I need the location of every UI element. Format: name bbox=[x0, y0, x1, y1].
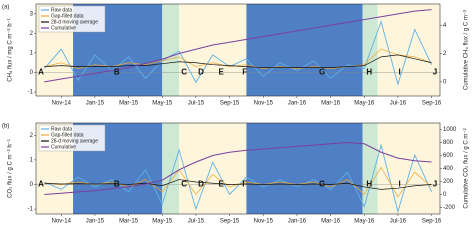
y2-axis-label: Cumulative CO₂ flux / g C m⁻² bbox=[464, 128, 470, 208]
period-shade bbox=[246, 123, 363, 214]
series-line bbox=[44, 141, 432, 195]
y-tick-label: 1 bbox=[30, 157, 34, 163]
y-tick-label: 0 bbox=[30, 70, 34, 76]
legend-label: Raw data bbox=[51, 126, 72, 132]
y2-tick-label: 0 bbox=[443, 79, 447, 85]
x-tick-label: May-15 bbox=[152, 101, 173, 107]
legend-label: Gap-filled data bbox=[51, 13, 84, 19]
period-label: H bbox=[366, 180, 372, 189]
y-tick-label: 1 bbox=[30, 51, 34, 57]
y2-tick-label: 0 bbox=[443, 192, 447, 198]
period-label: G bbox=[319, 68, 325, 77]
period-label: I bbox=[398, 68, 400, 77]
legend-label: 28-d moving average bbox=[51, 19, 98, 25]
y-tick-label: 2 bbox=[30, 31, 34, 37]
x-tick-label: Jul-15 bbox=[188, 101, 205, 107]
x-tick-label: Sep-16 bbox=[422, 101, 442, 107]
y2-tick-label: 200 bbox=[443, 179, 454, 185]
period-label: C bbox=[181, 180, 187, 189]
y2-tick-label: -200 bbox=[443, 205, 456, 211]
period-shade bbox=[246, 4, 363, 96]
x-tick-label: Nov-14 bbox=[52, 219, 72, 225]
period-label: I bbox=[398, 180, 400, 189]
period-label: H bbox=[366, 68, 372, 77]
x-tick-label: Mar-15 bbox=[119, 219, 139, 225]
legend-label: Raw data bbox=[51, 7, 72, 13]
period-shade bbox=[377, 123, 440, 214]
period-shade bbox=[179, 4, 247, 96]
y2-tick-label: 400 bbox=[443, 166, 454, 172]
y2-tick-label: 2 bbox=[443, 51, 447, 57]
period-shade bbox=[179, 123, 247, 214]
y-axis-label: CO₂ flux / g C m⁻² h⁻¹ bbox=[8, 139, 14, 198]
y2-axis-label: Cumulative CH₄ flux / g C m⁻² bbox=[464, 10, 470, 90]
panel-title: (b) bbox=[2, 124, 9, 130]
x-tick-label: Nov-15 bbox=[254, 219, 274, 225]
x-tick-label: Jul-15 bbox=[188, 219, 205, 225]
x-tick-label: Sep-15 bbox=[220, 101, 240, 107]
period-label: B bbox=[114, 68, 120, 77]
x-tick-label: Sep-16 bbox=[422, 219, 442, 225]
series-line bbox=[44, 9, 432, 83]
y-tick-label: -1 bbox=[28, 207, 34, 213]
period-label: E bbox=[218, 180, 224, 189]
period-label: B bbox=[114, 180, 120, 189]
x-tick-label: Nov-15 bbox=[254, 101, 274, 107]
x-tick-label: Jan-16 bbox=[288, 219, 307, 225]
period-label: F bbox=[242, 68, 247, 77]
period-shade bbox=[162, 123, 180, 214]
period-label: J bbox=[433, 180, 437, 189]
plot-frame bbox=[35, 3, 441, 97]
period-shade bbox=[162, 4, 180, 96]
x-tick-label: Jul-16 bbox=[390, 219, 407, 225]
page: {"chart_data": [ {"type": "line", "title… bbox=[2, 3, 470, 225]
x-tick-label: Jan-16 bbox=[288, 101, 307, 107]
y2-tick-label: 600 bbox=[443, 153, 454, 159]
legend-box bbox=[38, 5, 106, 33]
legend-label: Gap-filled data bbox=[51, 132, 84, 138]
period-label: J bbox=[433, 68, 437, 77]
figure: A B C D E F G H I J Nov-14 Jan-15 Mar-15 May-15 Jul-15… bbox=[2, 3, 470, 225]
period-label: E bbox=[218, 68, 224, 77]
x-tick-label: Jul-16 bbox=[390, 101, 407, 107]
period-label: D bbox=[198, 180, 204, 189]
y2-tick-label: 4 bbox=[443, 23, 447, 29]
y-tick-label: -1 bbox=[28, 90, 34, 96]
x-tick-label: May-16 bbox=[354, 101, 375, 107]
legend-label: Cumulative bbox=[51, 144, 76, 150]
series-line bbox=[44, 54, 432, 68]
x-tick-label: Mar-16 bbox=[321, 101, 341, 107]
x-tick-label: Mar-15 bbox=[119, 101, 139, 107]
series-line bbox=[44, 143, 432, 214]
y-tick-label: 2 bbox=[30, 133, 34, 139]
x-tick-label: May-15 bbox=[152, 219, 173, 225]
period-label: A bbox=[38, 68, 44, 77]
series-line bbox=[44, 20, 432, 86]
period-label: C bbox=[181, 68, 187, 77]
x-tick-label: Sep-15 bbox=[220, 219, 240, 225]
legend-label: Cumulative bbox=[51, 25, 76, 31]
period-label: F bbox=[242, 180, 247, 189]
period-label: A bbox=[38, 180, 44, 189]
y-axis-label: CH₄ flux / mg C m⁻² h⁻¹ bbox=[8, 18, 14, 81]
period-shade bbox=[362, 123, 378, 214]
panel-title: (a) bbox=[2, 5, 9, 11]
x-tick-label: Mar-16 bbox=[321, 219, 341, 225]
x-tick-label: Jan-15 bbox=[86, 219, 105, 225]
x-tick-label: Nov-14 bbox=[52, 101, 72, 107]
y-tick-label: 3 bbox=[30, 11, 34, 17]
legend-box bbox=[38, 124, 106, 152]
x-tick-label: Jan-15 bbox=[86, 101, 105, 107]
y2-tick-label: 800 bbox=[443, 140, 454, 146]
period-label: G bbox=[319, 180, 325, 189]
period-label: D bbox=[198, 68, 204, 77]
period-shade bbox=[362, 4, 378, 96]
x-tick-label: May-16 bbox=[354, 219, 375, 225]
legend-label: 28-d moving average bbox=[51, 138, 98, 144]
y-tick-label: 0 bbox=[30, 182, 34, 188]
series-line bbox=[44, 179, 432, 190]
y2-tick-label: 1000 bbox=[443, 127, 457, 133]
